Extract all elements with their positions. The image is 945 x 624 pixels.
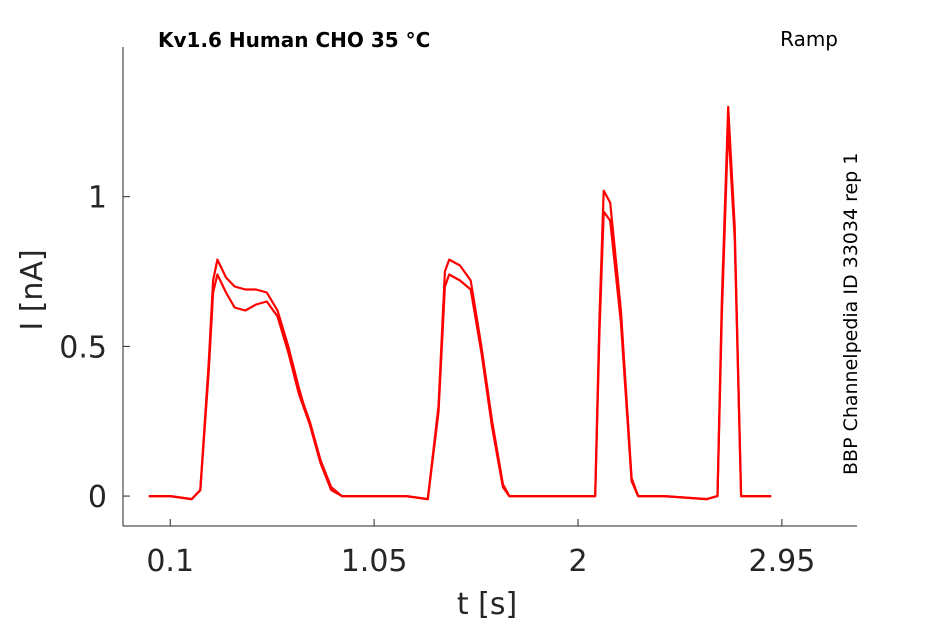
x-axis-label: t [s] [457, 587, 517, 622]
y-axis-label: I [nA] [15, 249, 50, 330]
channel-id-label: BBP Channelpedia ID 33034 rep 1 [840, 153, 862, 475]
x-axis-ticks: 0.1 1.05 2 2.95 [146, 519, 815, 579]
y-tick-label: 0 [88, 480, 107, 515]
y-axis-ticks: 00.51 [59, 181, 130, 515]
x-tick-label: 2 [568, 544, 587, 579]
y-tick-label: 1 [88, 181, 107, 216]
trace-layer [148, 105, 772, 501]
chart-title: Kv1.6 Human CHO 35 °C [158, 28, 430, 52]
x-tick-label: 2.95 [748, 544, 815, 579]
current-trace-1 [148, 105, 772, 501]
protocol-label: Ramp [780, 27, 838, 51]
y-tick-label: 0.5 [59, 330, 107, 365]
x-tick-label: 1.05 [341, 544, 408, 579]
x-tick-label: 0.1 [146, 544, 194, 579]
current-trace-2 [148, 123, 772, 501]
